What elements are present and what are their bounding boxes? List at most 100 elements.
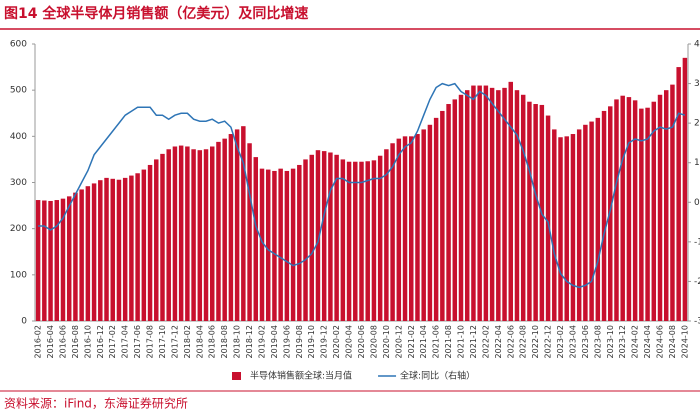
bar	[91, 183, 97, 321]
bar	[129, 175, 134, 321]
x-tick-label: 2022-12	[544, 325, 553, 358]
bar	[608, 106, 613, 321]
bar	[172, 146, 178, 321]
x-tick-label: 2022-06	[506, 325, 515, 358]
bar	[564, 136, 569, 321]
x-tick-label: 2017-08	[146, 325, 155, 358]
y-tick-label: 600	[10, 40, 27, 50]
bar	[402, 136, 408, 321]
x-tick-label: 2017-10	[158, 325, 167, 358]
bar	[682, 57, 688, 321]
bar	[514, 90, 520, 322]
bar	[552, 129, 557, 321]
bar	[595, 117, 601, 321]
bar	[122, 177, 128, 321]
x-tick-label: 2023-04	[568, 325, 577, 358]
x-tick-label: 2020-06	[357, 325, 366, 358]
bar	[147, 164, 153, 321]
bar	[415, 134, 420, 321]
bar	[576, 129, 582, 321]
bar	[60, 198, 66, 321]
source: 资料来源：iFind，东海证券研究所	[4, 396, 188, 411]
x-tick-label: 2021-12	[469, 325, 478, 358]
x-tick-label: 2019-02	[257, 325, 266, 358]
bar	[371, 160, 377, 321]
bar	[203, 149, 209, 321]
bar	[328, 152, 333, 321]
bar	[570, 134, 576, 321]
bar	[265, 169, 271, 321]
bar	[48, 200, 53, 321]
x-tick-label: 2020-10	[382, 325, 391, 358]
bar	[116, 179, 122, 321]
bar	[135, 173, 140, 321]
x-tick-label: 2019-06	[282, 325, 291, 358]
bar	[533, 104, 538, 322]
x-tick-label: 2019-08	[295, 325, 304, 358]
bar	[353, 161, 358, 321]
x-tick-label: 2023-06	[581, 325, 590, 358]
x-tick-label: 2024-08	[668, 325, 677, 358]
x-tick-label: 2017-02	[108, 325, 117, 358]
x-tick-label: 2022-02	[481, 325, 490, 358]
bar	[191, 149, 196, 321]
bar	[42, 200, 47, 321]
legend-swatch	[232, 372, 241, 380]
bar	[278, 168, 283, 321]
bar	[234, 129, 240, 321]
x-tick-label: 2022-10	[531, 325, 540, 358]
bar	[85, 186, 91, 321]
bar	[676, 67, 681, 321]
bar	[35, 200, 41, 321]
y-tick-label: 200	[10, 224, 27, 234]
bar	[241, 126, 246, 321]
bar	[303, 159, 308, 321]
bar	[178, 145, 184, 321]
x-tick-label: 2016-10	[83, 325, 92, 358]
bar	[409, 136, 414, 321]
legend-label: 全球:同比（右轴）	[400, 370, 475, 382]
bar	[154, 159, 159, 321]
bar	[446, 104, 451, 322]
bar	[321, 151, 327, 321]
x-tick-label: 2018-10	[233, 325, 242, 358]
bar	[104, 177, 109, 321]
y-tick-label: 300	[10, 178, 27, 188]
bar	[79, 189, 84, 321]
x-tick-label: 2024-10	[680, 325, 689, 358]
x-tick-label: 2020-12	[394, 325, 403, 358]
bar	[496, 90, 501, 322]
x-tick-label: 2021-10	[457, 325, 466, 358]
bar	[73, 192, 78, 321]
bar	[583, 124, 588, 322]
bar	[259, 168, 265, 321]
bar	[216, 141, 221, 321]
y-tick-label: 0	[21, 317, 27, 327]
bar	[545, 115, 551, 321]
bar	[639, 108, 644, 321]
y-tick-label: 400	[10, 132, 27, 142]
bar	[334, 154, 339, 321]
bar	[502, 87, 507, 321]
x-tick-label: 2019-04	[270, 325, 279, 358]
bar	[272, 170, 277, 321]
bar	[359, 161, 364, 321]
x-tick-label: 2017-12	[170, 325, 179, 358]
x-tick-label: 2018-06	[208, 325, 217, 358]
bar	[141, 169, 147, 321]
x-tick-label: 2016-12	[96, 325, 105, 358]
bar	[427, 124, 433, 322]
bar	[670, 84, 675, 321]
y2-tick-label: -20%	[694, 277, 700, 287]
bar	[626, 97, 632, 321]
x-tick-label: 2019-12	[320, 325, 329, 358]
bar	[657, 94, 663, 322]
x-tick-label: 2022-08	[519, 325, 528, 358]
x-tick-label: 2022-04	[494, 325, 503, 358]
bar	[377, 155, 383, 321]
bar	[185, 146, 190, 321]
bar	[433, 117, 439, 321]
bar	[440, 110, 445, 321]
bar	[558, 137, 563, 321]
